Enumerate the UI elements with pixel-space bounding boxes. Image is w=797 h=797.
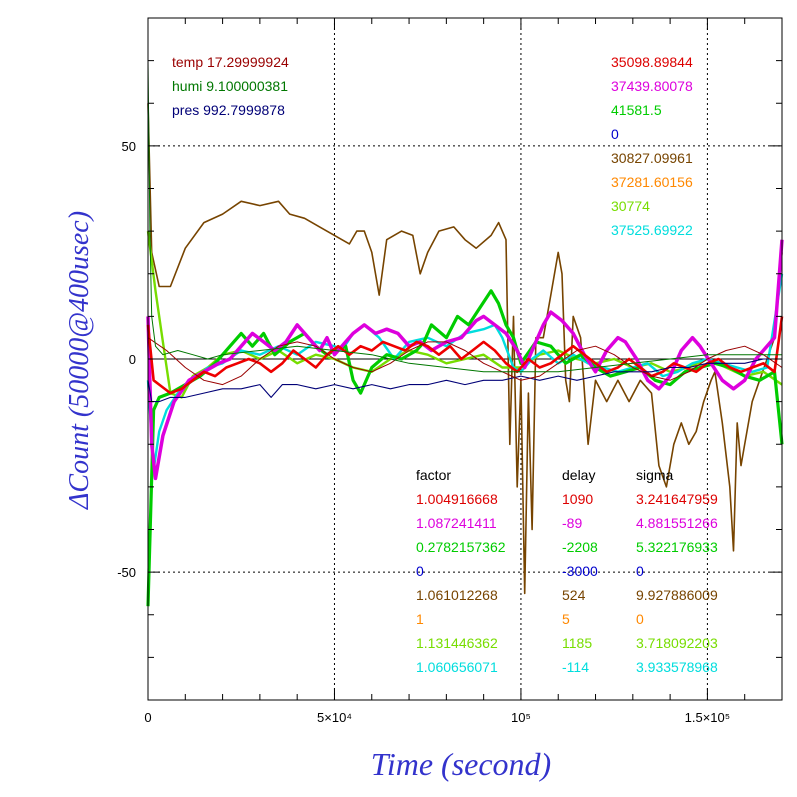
table-cell-delay: -2208 xyxy=(562,539,598,555)
table-header: delay xyxy=(562,467,595,483)
series-line xyxy=(146,316,784,395)
mean-value: 37439.80078 xyxy=(611,78,693,94)
y-tick-label: 50 xyxy=(122,139,136,154)
series-line xyxy=(147,337,783,386)
series-line xyxy=(146,230,783,399)
table-cell-delay: 1185 xyxy=(562,635,592,651)
y-axis-label: ΔCount (50000@400usec) xyxy=(64,211,95,510)
table-cell-factor: 0.2782157362 xyxy=(416,539,506,555)
table-cell-factor: 1.060656071 xyxy=(416,659,498,675)
table-cell-sigma: 0 xyxy=(636,611,644,627)
table-cell-sigma: 3.241647959 xyxy=(636,491,718,507)
environment-labels: temp 17.29999924 humi 9.100000381 pres 992… xyxy=(172,54,289,118)
table-cell-factor: 1.061012268 xyxy=(416,587,498,603)
table-header: factor xyxy=(416,467,451,483)
table-cell-delay: 524 xyxy=(562,587,586,603)
table-cell-sigma: 5.322176933 xyxy=(636,539,718,555)
table-cell-factor: 0 xyxy=(416,563,424,579)
series-line xyxy=(146,239,784,481)
table-cell-delay: -3000 xyxy=(562,563,598,579)
series-line xyxy=(147,103,783,595)
mean-value: 37525.69922 xyxy=(611,222,693,238)
series-line xyxy=(147,60,782,373)
table-cell-factor: 1 xyxy=(416,611,424,627)
series-line xyxy=(147,358,782,403)
x-tick-label: 0 xyxy=(144,710,151,725)
mean-value: 41581.5 xyxy=(611,102,662,118)
series-group xyxy=(146,60,784,607)
table-cell-factor: 1.131446362 xyxy=(416,635,498,651)
plot-frame xyxy=(147,17,783,701)
mean-value: 35098.89844 xyxy=(611,54,693,70)
mean-value: 30827.09961 xyxy=(611,150,693,166)
table-cell-delay: 1090 xyxy=(562,491,593,507)
mean-values: 35098.89844 37439.80078 41581.5 0 30827.0996… xyxy=(611,54,693,238)
table-cell-delay: 5 xyxy=(562,611,570,627)
table-cell-delay: -89 xyxy=(562,515,582,531)
table-cell-sigma: 9.927886009 xyxy=(636,587,718,603)
table-cell-sigma: 3.933578968 xyxy=(636,659,718,675)
x-tick-label: 1.5×10⁵ xyxy=(685,710,731,725)
table-cell-factor: 1.004916668 xyxy=(416,491,498,507)
table-header: sigma xyxy=(636,467,674,483)
y-tick-label: 0 xyxy=(129,352,136,367)
factor-table: factor delay sigma 1.004916668 1090 3.2416479… xyxy=(416,467,718,675)
env-label: humi 9.100000381 xyxy=(172,78,288,94)
mean-value: 30774 xyxy=(611,198,650,214)
x-axis-label: Time (second) xyxy=(371,746,551,782)
env-label: pres 992.7999878 xyxy=(172,102,285,118)
mean-value: 0 xyxy=(611,126,619,142)
tick-marks xyxy=(148,18,782,700)
table-cell-sigma: 0 xyxy=(636,563,644,579)
table-cell-sigma: 4.881551266 xyxy=(636,515,718,531)
table-cell-sigma: 3.718092203 xyxy=(636,635,718,651)
x-tick-label: 10⁵ xyxy=(511,710,531,725)
mean-value: 37281.60156 xyxy=(611,174,693,190)
y-tick-label: -50 xyxy=(117,565,136,580)
x-tick-label: 5×10⁴ xyxy=(317,710,352,725)
env-label: temp 17.29999924 xyxy=(172,54,289,70)
table-cell-factor: 1.087241411 xyxy=(416,515,497,531)
series-line xyxy=(146,289,784,607)
table-cell-delay: -114 xyxy=(562,659,589,675)
